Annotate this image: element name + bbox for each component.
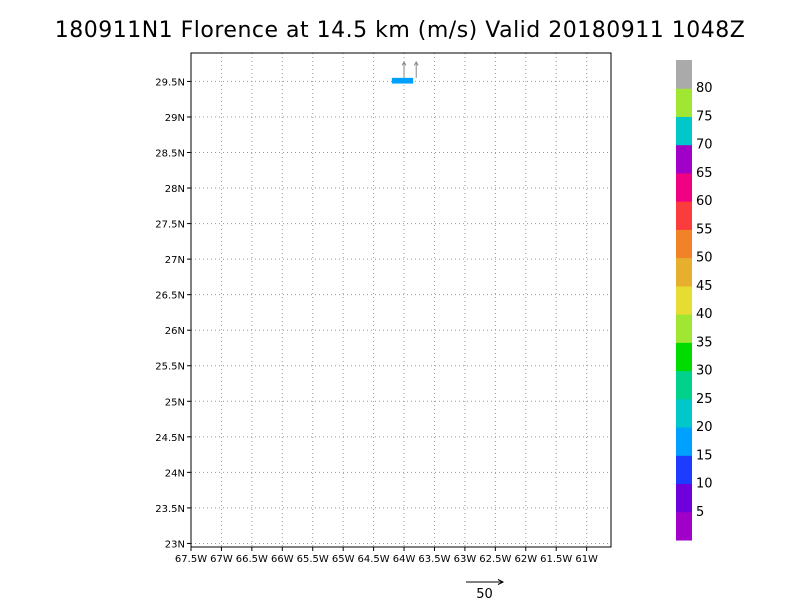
y-tick-label: 29N [165, 113, 185, 124]
x-tick-label: 64.5W [358, 554, 390, 565]
colorbar-label: 50 [696, 251, 713, 266]
chart-title: 180911N1 Florence at 14.5 km (m/s) Valid… [54, 18, 746, 43]
x-tick-label: 64W [393, 554, 416, 565]
data-cells [391, 77, 414, 84]
reference-vector: 50 [466, 579, 505, 600]
y-tick-label: 28N [165, 184, 185, 195]
x-tick-label: 62W [514, 554, 537, 565]
colorbar-label: 70 [696, 138, 713, 153]
colorbar-label: 10 [696, 477, 713, 492]
wind-vector [413, 60, 419, 78]
colorbar-segment [676, 342, 692, 372]
data-cell [391, 77, 414, 84]
colorbar-segment [676, 314, 692, 343]
colorbar-label: 35 [696, 335, 713, 350]
x-tick-label: 61W [575, 554, 598, 565]
y-tick-label: 27N [165, 255, 185, 266]
x-tick-label: 66W [271, 554, 294, 565]
colorbar-label: 30 [696, 364, 713, 379]
y-tick-label: 26N [165, 326, 185, 337]
colorbar-segment [676, 88, 692, 117]
colorbar-label: 75 [696, 109, 713, 124]
colorbar-segment [676, 172, 692, 202]
y-tick-label: 26.5N [155, 291, 185, 302]
y-tick-label: 24.5N [155, 433, 185, 444]
colorbar-label: 20 [696, 420, 713, 435]
colorbar-label: 80 [696, 81, 713, 96]
colorbar-segment [676, 257, 692, 287]
colorbar-segment [676, 229, 692, 259]
colorbar-label: 40 [696, 307, 713, 322]
colorbar-label: 45 [696, 279, 713, 294]
y-tick-label: 29.5N [155, 77, 185, 88]
reference-vector-label: 50 [476, 587, 493, 600]
x-tick-label: 61.5W [540, 554, 572, 565]
colorbar-segment [676, 201, 692, 230]
colorbar-label: 25 [696, 392, 713, 407]
reference-vector-head [497, 579, 505, 585]
x-axis: 67.5W 67W 66.5W 66W 65.5W 65W 64.5W 64W 63.5W 63W… [175, 547, 598, 565]
plot-frame [190, 52, 612, 548]
x-tick-label: 65W [332, 554, 355, 565]
colorbar-segment [676, 455, 692, 485]
colorbar-segment [676, 285, 692, 315]
wind-vector-head [401, 60, 407, 66]
colorbar-label: 15 [696, 448, 713, 463]
x-tick-label: 66.5W [236, 554, 268, 565]
wind-vector [401, 60, 407, 78]
colorbar-label: 60 [696, 194, 713, 209]
x-tick-label: 67W [210, 554, 233, 565]
x-tick-label: 63W [454, 554, 477, 565]
colorbar: 5 10 15 20 25 30 35 40 45 50 55 60 65 70 75 80 [676, 60, 713, 541]
colorbar-segment [676, 116, 692, 146]
wind-vector-head [413, 60, 419, 66]
y-tick-label: 25N [165, 397, 185, 408]
colorbar-segment [676, 398, 692, 428]
gridlines [190, 53, 611, 547]
y-tick-label: 24N [165, 468, 185, 479]
colorbar-segment [676, 483, 692, 513]
colorbar-label: 5 [696, 505, 704, 520]
colorbar-segment [676, 370, 692, 400]
y-tick-label: 23N [165, 539, 185, 550]
x-tick-label: 62.5W [479, 554, 511, 565]
colorbar-segment [676, 60, 692, 89]
x-tick-label: 67.5W [175, 554, 207, 565]
colorbar-segment [676, 427, 692, 456]
y-tick-label: 23.5N [155, 504, 185, 515]
x-tick-label: 65.5W [297, 554, 329, 565]
colorbar-label: 65 [696, 166, 713, 181]
colorbar-segment [676, 511, 692, 541]
y-tick-label: 28.5N [155, 149, 185, 160]
y-axis: 23N 23.5N 24N 24.5N 25N 25.5N 26N 26.5N 27N 27.5N… [155, 77, 191, 550]
wind-vectors [401, 60, 419, 78]
x-tick-label: 63.5W [418, 554, 450, 565]
colorbar-segment [676, 144, 692, 174]
colorbar-label: 55 [696, 222, 713, 237]
y-tick-label: 27.5N [155, 220, 185, 231]
y-tick-label: 25.5N [155, 362, 185, 373]
